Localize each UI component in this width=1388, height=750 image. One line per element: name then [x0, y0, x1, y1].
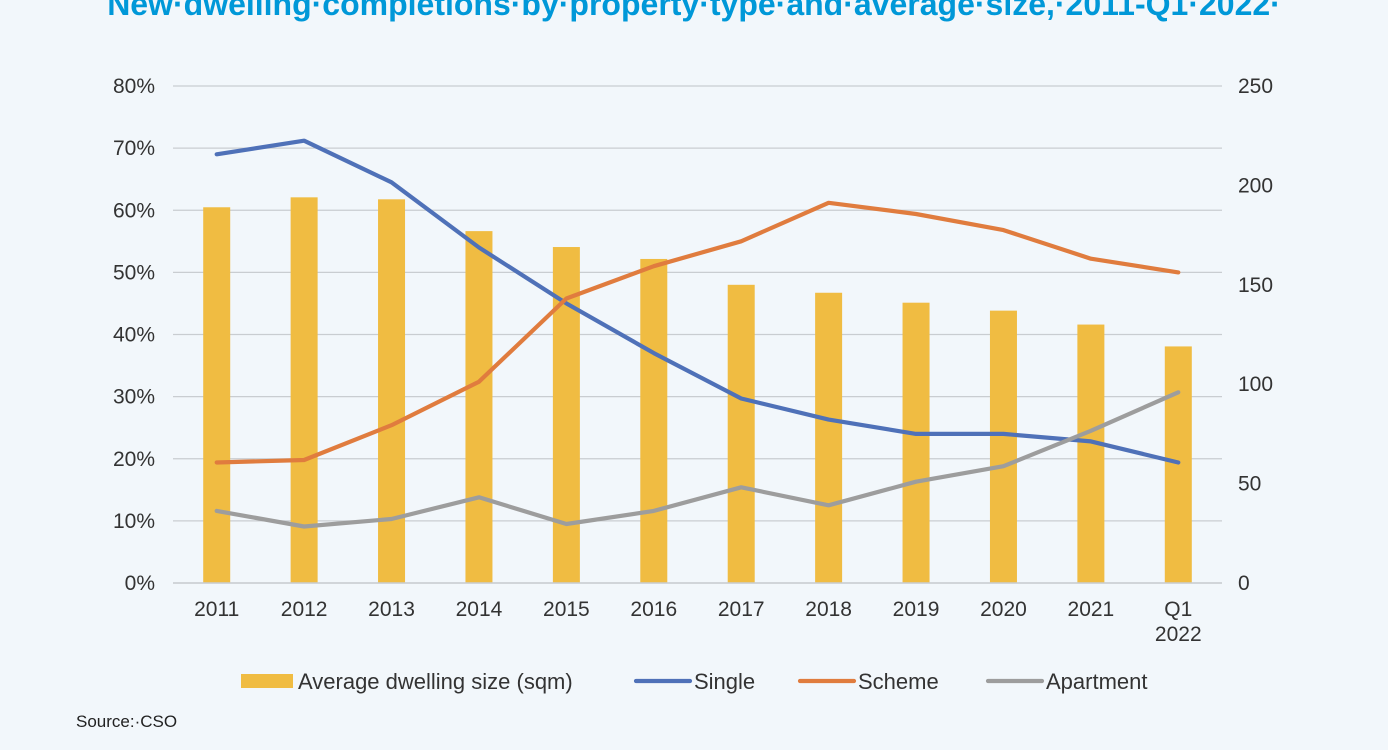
bar-avg-dwelling-size	[815, 292, 843, 583]
bar-avg-dwelling-size	[1077, 324, 1105, 583]
y-left-tick-label: 20%	[113, 448, 155, 471]
legend-label: Average dwelling size (sqm)	[298, 669, 573, 694]
legend-label: Apartment	[1046, 669, 1148, 694]
bar-avg-dwelling-size	[727, 284, 755, 583]
line-scheme	[214, 200, 1181, 465]
y-right-tick-label: 250	[1238, 75, 1273, 98]
y-right-tick-label: 150	[1238, 274, 1273, 297]
x-tick-label: 2018	[805, 598, 852, 621]
x-tick-label: 2016	[630, 598, 677, 621]
x-tick-label: 2021	[1068, 598, 1115, 621]
legend-swatch-bar	[241, 674, 293, 688]
y-left-tick-label: 40%	[113, 324, 155, 347]
y-right-tick-label: 50	[1238, 473, 1261, 496]
bar-avg-dwelling-size	[378, 199, 406, 584]
bar-avg-dwelling-size	[989, 310, 1017, 583]
x-tick-label: 2012	[281, 598, 328, 621]
line-single	[214, 138, 1181, 465]
bar-avg-dwelling-size	[203, 207, 231, 583]
y-right-tick-label: 0	[1238, 572, 1250, 595]
y-left-tick-label: 30%	[113, 386, 155, 409]
y-left-tick-label: 80%	[113, 75, 155, 98]
x-tick-label: 2014	[456, 598, 503, 621]
x-tick-label: 2020	[980, 598, 1027, 621]
y-right-tick-label: 200	[1238, 174, 1273, 197]
y-left-tick-label: 60%	[113, 199, 155, 222]
x-tick-label: 2019	[893, 598, 940, 621]
y-left-tick-label: 0%	[125, 572, 155, 595]
bar-avg-dwelling-size	[290, 197, 318, 583]
source-note: Source:·CSO	[76, 712, 178, 731]
y-left-tick-label: 10%	[113, 510, 155, 533]
x-tick-label: 2022	[1155, 623, 1202, 646]
legend-label: Scheme	[858, 669, 939, 694]
chart-title: New·dwelling·completions·by·property·typ…	[107, 0, 1281, 22]
bar-avg-dwelling-size	[902, 302, 930, 583]
bar-avg-dwelling-size	[465, 231, 493, 583]
y-left-tick-label: 70%	[113, 137, 155, 160]
x-tick-label: Q1	[1164, 598, 1192, 621]
bar-avg-dwelling-size	[1164, 346, 1192, 583]
line-apartment	[214, 390, 1181, 529]
x-tick-label: 2017	[718, 598, 765, 621]
y-right-tick-label: 100	[1238, 373, 1273, 396]
y-left-tick-label: 50%	[113, 261, 155, 284]
x-tick-label: 2011	[194, 598, 239, 621]
x-tick-label: 2013	[368, 598, 415, 621]
legend-label: Single	[694, 669, 755, 694]
x-tick-label: 2015	[543, 598, 590, 621]
bar-avg-dwelling-size	[640, 258, 668, 583]
